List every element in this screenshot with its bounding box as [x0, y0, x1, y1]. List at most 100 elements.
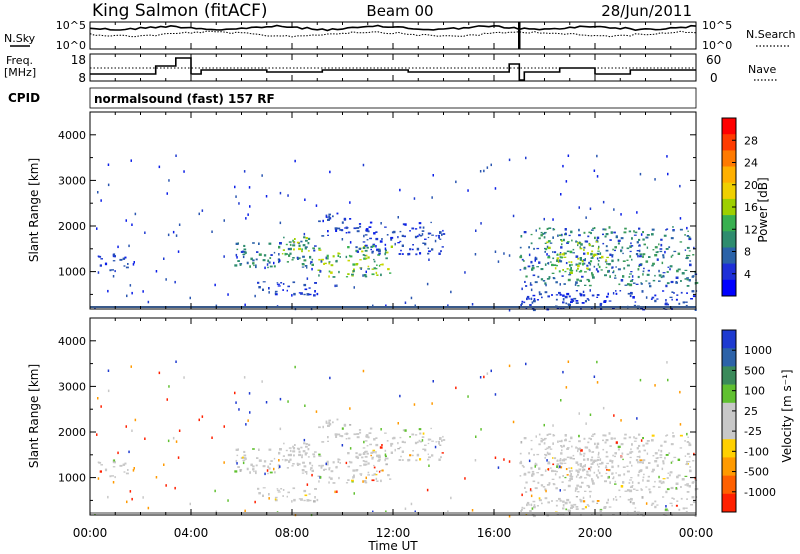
velocity-cell — [566, 456, 570, 459]
velocity-cell — [427, 458, 430, 461]
velocity-cell — [427, 442, 430, 445]
power-cell — [557, 260, 560, 263]
velocity-cell — [391, 437, 395, 440]
velocity-cell — [483, 375, 485, 379]
power-cell — [597, 247, 600, 250]
power-cell — [597, 250, 600, 252]
velocity-cell — [349, 407, 351, 410]
power-cell — [540, 231, 543, 234]
power-cell — [548, 227, 552, 229]
velocity-cell — [558, 440, 562, 443]
freq-left-label-2: [MHz] — [4, 66, 36, 79]
velocity-cell — [327, 440, 329, 442]
velocity-cell — [311, 464, 314, 467]
power-cell — [367, 265, 370, 268]
power-cell — [568, 303, 571, 306]
velocity-cell — [569, 456, 573, 460]
velocity-cell — [572, 458, 575, 460]
power-cell — [486, 166, 489, 169]
power-cell — [273, 265, 276, 268]
power-cell — [647, 269, 650, 272]
velocity-cell — [575, 447, 578, 449]
velocity-cell — [366, 452, 369, 455]
power-cell — [532, 294, 536, 297]
power-cell — [537, 275, 540, 278]
velocity-cell — [659, 456, 663, 459]
power-data — [90, 154, 699, 312]
velocity-cell — [314, 496, 316, 499]
velocity-cell — [387, 474, 390, 477]
power-cell — [670, 237, 674, 240]
power-cell — [561, 253, 565, 256]
power-cell — [328, 213, 331, 216]
power-cell — [579, 292, 581, 295]
velocity-cell — [540, 440, 543, 443]
power-cell — [602, 242, 605, 245]
velocity-cell — [596, 381, 599, 384]
velocity-cell — [402, 429, 405, 432]
velocity-cell — [562, 475, 564, 477]
velocity-cell — [686, 485, 689, 487]
velocity-cell — [605, 451, 608, 454]
velocity-cell — [512, 420, 515, 424]
power-cell — [643, 267, 645, 270]
power-cell — [284, 252, 287, 256]
power-cell — [256, 251, 259, 253]
velocity-cell — [384, 455, 387, 457]
velocity-cell — [385, 457, 389, 460]
power-cell — [475, 229, 477, 232]
power-cell — [373, 232, 376, 235]
velocity-cell — [583, 468, 586, 471]
velocity-cell — [685, 507, 688, 509]
power-cell — [387, 268, 390, 271]
velocity-cell — [645, 466, 649, 469]
velocity-cell — [544, 453, 547, 456]
power-cell — [597, 263, 600, 266]
velocity-cell — [669, 474, 671, 477]
velocity-cbar-tick-label: -500 — [744, 466, 769, 479]
velocity-cell — [529, 510, 532, 513]
power-cell — [547, 240, 551, 243]
power-cell — [563, 283, 566, 285]
power-cell — [175, 154, 177, 157]
power-cell — [302, 255, 305, 258]
power-cell — [305, 239, 308, 242]
velocity-cell — [637, 474, 640, 477]
power-cell — [380, 273, 382, 277]
velocity-cell — [560, 462, 563, 465]
velocity-cell — [198, 418, 200, 422]
velocity-cell — [618, 489, 621, 492]
velocity-cell — [227, 499, 229, 502]
power-cell — [612, 307, 615, 310]
velocity-cell — [584, 490, 587, 492]
power-cell — [296, 241, 300, 244]
power-cell — [645, 260, 649, 263]
velocity-cell — [371, 474, 375, 476]
power-cell — [315, 204, 318, 207]
velocity-cell — [692, 460, 695, 462]
velocity-cell — [549, 467, 552, 469]
velocity-cell — [531, 473, 535, 476]
power-cell — [617, 242, 620, 245]
velocity-cell — [201, 415, 204, 418]
velocity-cell — [654, 500, 657, 503]
velocity-cell — [325, 420, 328, 424]
power-cell — [308, 293, 312, 296]
velocity-cell — [676, 475, 679, 478]
power-cell — [607, 263, 610, 265]
velocity-cell — [597, 476, 600, 479]
power-cell — [532, 309, 536, 312]
velocity-cell — [254, 500, 256, 504]
power-cell — [438, 252, 441, 255]
velocity-cell — [555, 504, 558, 507]
velocity-cell — [398, 459, 401, 461]
velocity-cell — [337, 460, 340, 463]
power-cell — [546, 241, 549, 244]
power-cell — [356, 230, 360, 233]
velocity-cell — [337, 433, 341, 436]
power-cell — [239, 263, 242, 266]
velocity-cell — [565, 386, 568, 389]
time-tick-label: 04:00 — [174, 526, 209, 540]
velocity-cell — [564, 501, 568, 505]
velocity-cell — [247, 419, 249, 422]
